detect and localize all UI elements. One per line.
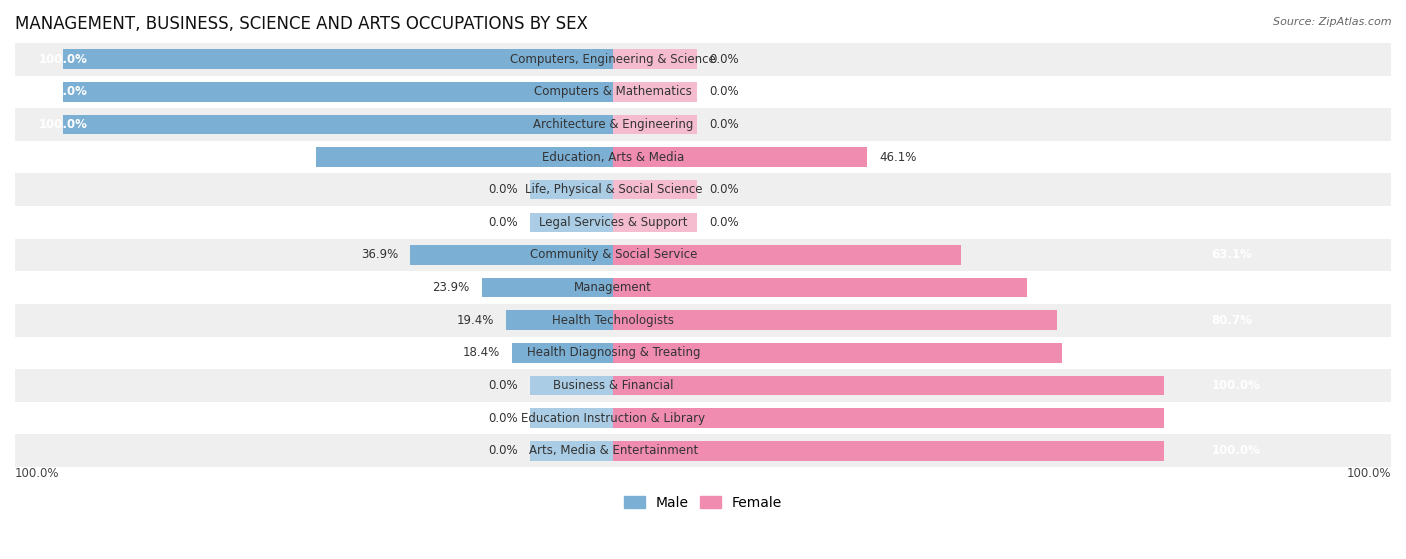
Bar <box>15 75 1391 108</box>
Bar <box>15 434 1391 467</box>
Text: Health Technologists: Health Technologists <box>553 314 675 326</box>
Bar <box>15 271 1391 304</box>
Bar <box>530 180 613 200</box>
Bar <box>613 408 1164 428</box>
Bar <box>613 147 697 167</box>
Text: Education Instruction & Library: Education Instruction & Library <box>522 411 706 425</box>
Bar <box>15 43 1391 75</box>
Bar <box>613 180 697 200</box>
Text: Education, Arts & Media: Education, Arts & Media <box>543 150 685 164</box>
Bar <box>613 245 960 265</box>
Text: Source: ZipAtlas.com: Source: ZipAtlas.com <box>1274 17 1392 27</box>
Bar <box>530 310 613 330</box>
Text: Architecture & Engineering: Architecture & Engineering <box>533 118 693 131</box>
Bar <box>530 278 613 297</box>
Bar <box>613 376 1164 395</box>
Bar <box>613 49 697 69</box>
Text: 0.0%: 0.0% <box>709 118 738 131</box>
Text: 18.4%: 18.4% <box>463 347 501 359</box>
Bar <box>411 245 613 265</box>
Bar <box>613 278 697 297</box>
Text: Arts, Media & Entertainment: Arts, Media & Entertainment <box>529 444 697 457</box>
Bar <box>530 245 613 265</box>
Text: 0.0%: 0.0% <box>709 183 738 196</box>
Text: Business & Financial: Business & Financial <box>553 379 673 392</box>
Bar <box>63 115 613 134</box>
Bar <box>15 402 1391 434</box>
Bar <box>15 337 1391 369</box>
Bar <box>15 239 1391 271</box>
Bar <box>530 82 613 102</box>
Text: 80.7%: 80.7% <box>1212 314 1253 326</box>
Bar <box>15 304 1391 337</box>
Text: 0.0%: 0.0% <box>488 379 517 392</box>
Text: 36.9%: 36.9% <box>361 248 398 262</box>
Bar <box>15 141 1391 173</box>
Text: 100.0%: 100.0% <box>39 118 87 131</box>
Text: 0.0%: 0.0% <box>709 53 738 66</box>
Bar <box>482 278 613 297</box>
Text: 100.0%: 100.0% <box>1212 411 1260 425</box>
Bar <box>530 441 613 461</box>
Legend: Male, Female: Male, Female <box>619 490 787 515</box>
Bar <box>613 408 697 428</box>
Text: Life, Physical & Social Science: Life, Physical & Social Science <box>524 183 702 196</box>
Bar <box>613 376 697 395</box>
Text: 0.0%: 0.0% <box>488 183 517 196</box>
Text: 100.0%: 100.0% <box>15 467 59 480</box>
Bar <box>63 82 613 102</box>
Bar <box>613 343 1063 363</box>
Text: Computers & Mathematics: Computers & Mathematics <box>534 86 692 98</box>
Text: 23.9%: 23.9% <box>433 281 470 294</box>
Bar <box>530 147 613 167</box>
Text: 100.0%: 100.0% <box>1347 467 1391 480</box>
Bar <box>613 343 697 363</box>
Text: 100.0%: 100.0% <box>1212 379 1260 392</box>
Bar <box>530 212 613 232</box>
Bar <box>15 206 1391 239</box>
Bar <box>613 310 1057 330</box>
Text: Computers, Engineering & Science: Computers, Engineering & Science <box>510 53 716 66</box>
Text: Health Diagnosing & Treating: Health Diagnosing & Treating <box>526 347 700 359</box>
Text: 19.4%: 19.4% <box>457 314 495 326</box>
Bar <box>530 376 613 395</box>
Bar <box>506 310 613 330</box>
Bar <box>530 115 613 134</box>
Bar <box>613 245 697 265</box>
Bar <box>613 115 697 134</box>
Text: 0.0%: 0.0% <box>709 86 738 98</box>
Bar <box>15 173 1391 206</box>
Bar <box>316 147 613 167</box>
Text: Management: Management <box>574 281 652 294</box>
Bar <box>530 408 613 428</box>
Text: 100.0%: 100.0% <box>39 86 87 98</box>
Bar <box>63 49 613 69</box>
Text: 46.1%: 46.1% <box>879 150 917 164</box>
Text: 0.0%: 0.0% <box>488 444 517 457</box>
Text: Community & Social Service: Community & Social Service <box>530 248 697 262</box>
Bar <box>613 310 697 330</box>
Text: MANAGEMENT, BUSINESS, SCIENCE AND ARTS OCCUPATIONS BY SEX: MANAGEMENT, BUSINESS, SCIENCE AND ARTS O… <box>15 15 588 33</box>
Text: 75.1%: 75.1% <box>1212 281 1253 294</box>
Bar <box>15 369 1391 402</box>
Bar <box>530 343 613 363</box>
Text: 0.0%: 0.0% <box>488 216 517 229</box>
Bar <box>613 278 1026 297</box>
Text: 0.0%: 0.0% <box>488 411 517 425</box>
Bar <box>530 49 613 69</box>
Text: 54.0%: 54.0% <box>39 150 80 164</box>
Bar <box>613 147 868 167</box>
Bar <box>613 82 697 102</box>
Bar <box>512 343 613 363</box>
Bar <box>15 108 1391 141</box>
Text: 81.6%: 81.6% <box>1212 347 1253 359</box>
Bar <box>613 441 697 461</box>
Text: 100.0%: 100.0% <box>39 53 87 66</box>
Text: 0.0%: 0.0% <box>709 216 738 229</box>
Text: 100.0%: 100.0% <box>1212 444 1260 457</box>
Text: Legal Services & Support: Legal Services & Support <box>538 216 688 229</box>
Bar <box>613 441 1164 461</box>
Bar <box>613 212 697 232</box>
Text: 63.1%: 63.1% <box>1212 248 1253 262</box>
